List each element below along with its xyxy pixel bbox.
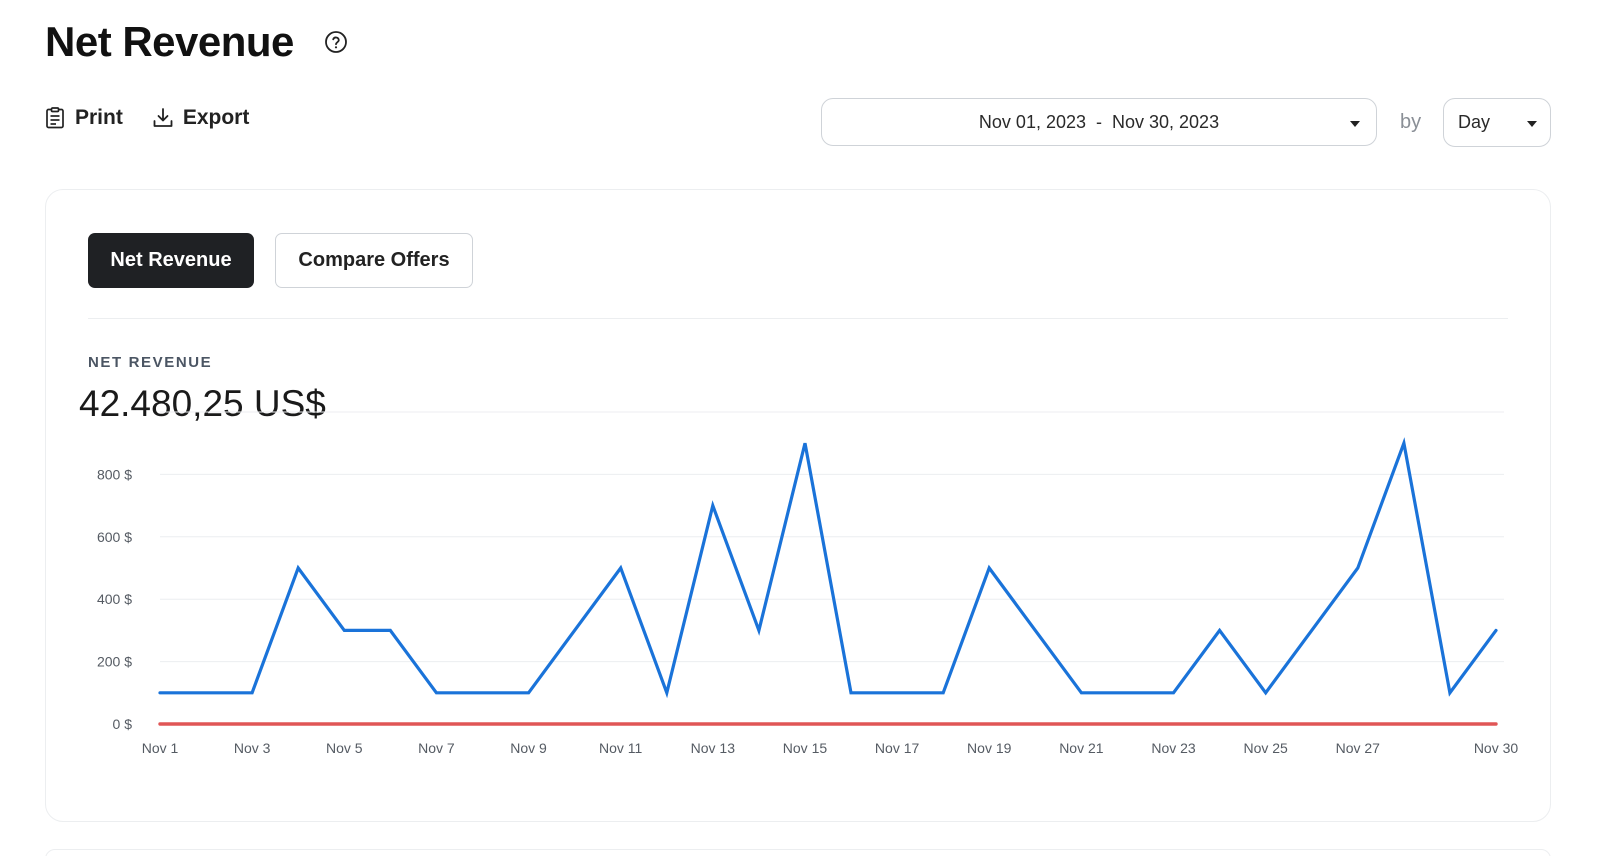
x-tick-label: Nov 3 [234,740,271,756]
date-from: Nov 01, 2023 [978,111,1086,132]
x-tick-label: Nov 13 [691,740,736,756]
y-tick-label: 0 $ [113,716,133,732]
y-tick-label: 400 $ [97,591,132,607]
date-range-picker[interactable]: Nov 01, 2023 - Nov 30, 2023 [821,98,1377,146]
y-tick-label: 200 $ [97,654,132,670]
chevron-down-icon [1350,121,1360,127]
question-circle-icon[interactable] [324,30,348,54]
x-tick-label: Nov 25 [1243,740,1288,756]
print-button[interactable]: Print [43,106,123,130]
by-label: by [1400,111,1422,133]
export-label: Export [182,106,250,129]
download-icon [151,106,175,130]
x-tick-label: Nov 7 [418,740,455,756]
x-tick-label: Nov 19 [967,740,1012,756]
revenue-series-line [158,437,1498,699]
page-header: Net Revenue [45,18,348,66]
x-tick-label: Nov 15 [783,740,828,756]
card-divider [88,318,1508,319]
date-separator: - [1096,111,1102,132]
metric-label: NET REVENUE [88,354,213,371]
y-tick-label: 800 $ [97,466,132,482]
x-tick-label: Nov 23 [1151,740,1196,756]
x-tick-label: Nov 5 [326,740,363,756]
y-tick-label: 600 $ [97,529,132,545]
next-card-edge [45,849,1551,856]
x-tick-label: Nov 21 [1059,740,1104,756]
chart-card: Net Revenue Compare Offers NET REVENUE 4… [45,189,1551,822]
interval-select[interactable]: Day [1443,98,1551,147]
toolbar-actions: Print Export [43,106,277,130]
chevron-down-icon [1527,121,1537,127]
revenue-line-chart: 0 $ 200 $ 400 $ 600 $ 800 $ Nov 1 Nov 3 Nov 5 No… [97,411,1519,756]
x-tick-label: Nov 11 [599,740,643,756]
x-tick-label: Nov 17 [875,740,920,756]
date-to: Nov 30, 2023 [1112,111,1220,132]
page-title: Net Revenue [45,18,294,65]
tab-compare-offers[interactable]: Compare Offers [275,233,473,288]
chart-tabs: Net Revenue Compare Offers [88,233,473,288]
x-tick-label: Nov 30 [1474,740,1519,756]
export-button[interactable]: Export [151,106,250,130]
x-tick-label: Nov 9 [510,740,547,756]
print-icon [43,106,67,130]
print-label: Print [75,106,123,129]
tab-net-revenue[interactable]: Net Revenue [88,233,254,288]
interval-value: Day [1458,112,1491,132]
x-tick-label: Nov 27 [1336,740,1381,756]
x-tick-label: Nov 1 [142,740,179,756]
metric-value: 42.480,25 US$ [79,383,326,424]
